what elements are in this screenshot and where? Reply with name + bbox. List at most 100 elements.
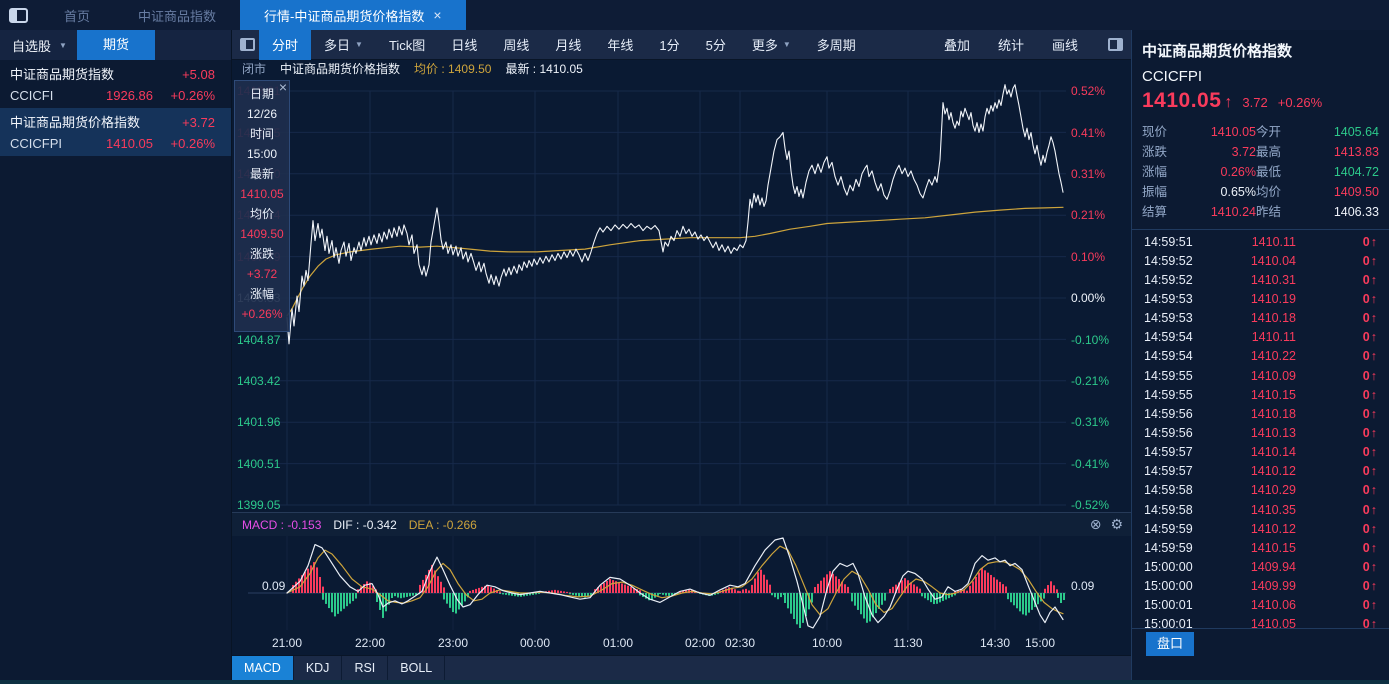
overlay-button[interactable]: 叠加 xyxy=(943,38,970,53)
close-icon[interactable]: × xyxy=(433,7,442,23)
tick-price: 1410.15 xyxy=(1250,387,1296,402)
arrow-up-icon: ↑ xyxy=(1370,617,1377,632)
stat-label: 涨幅 xyxy=(1142,165,1168,179)
arrow-up-icon: ↑ xyxy=(1370,291,1377,306)
category-futures-button[interactable]: 期货 xyxy=(77,30,155,60)
tick-volume: 0 xyxy=(1362,425,1370,440)
indicator-tab[interactable]: MACD xyxy=(232,656,294,681)
tick-time: 14:59:55 xyxy=(1144,387,1193,402)
top-tab[interactable]: 中证商品指数 xyxy=(114,0,240,30)
watchlist-group-dropdown[interactable]: 自选股 ▼ xyxy=(0,36,72,55)
time-axis-label: 00:00 xyxy=(519,636,551,650)
chart-status-line: 闭市 中证商品期货价格指数 均价 : 1409.50 最新 : 1410.05 xyxy=(232,62,583,76)
quote-panel: 中证商品期货价格指数 CCICFPI 1410.05 ↑ 3.72 +0.26%… xyxy=(1131,30,1389,680)
sidebar-toggle-icon[interactable] xyxy=(9,7,28,23)
arrow-up-icon: ↑ xyxy=(1370,349,1377,364)
tick-row: 14:59:51 1410.11 0 ↑ xyxy=(1132,232,1389,251)
tick-time: 15:00:00 xyxy=(1144,579,1193,594)
tick-time: 14:59:55 xyxy=(1144,368,1193,383)
period-tab[interactable]: 日线 xyxy=(438,30,490,60)
arrow-up-icon: ↑ xyxy=(1370,483,1377,498)
stat-label: 结算 xyxy=(1142,205,1168,219)
instrument-pct: +0.26% xyxy=(170,88,215,103)
macd-readout: DIF : -0.342 xyxy=(333,517,397,532)
arrow-up-icon: ↑ xyxy=(1370,406,1377,421)
tick-volume: 0 xyxy=(1362,368,1370,383)
last-price-readout: 最新 : 1410.05 xyxy=(505,62,583,76)
top-tab[interactable]: 首页 xyxy=(40,0,114,30)
macd-header: MACD : -0.153 DIF : -0.342 DEA : -0.266 … xyxy=(232,512,1131,536)
top-tab-label: 中证商品指数 xyxy=(138,8,217,24)
quote-title: 中证商品期货价格指数 xyxy=(1142,43,1293,60)
tooltip-label: 最新 xyxy=(249,167,274,181)
stat-label: 最高 xyxy=(1256,145,1282,159)
tick-volume: 0 xyxy=(1362,253,1370,268)
collapse-left-panel-icon[interactable] xyxy=(240,38,255,51)
tick-time: 14:59:54 xyxy=(1144,330,1193,345)
period-tab[interactable]: 多日 ▼ xyxy=(311,30,376,60)
period-tab[interactable]: 月线 xyxy=(542,30,594,60)
indicator-tab[interactable]: BOLL xyxy=(388,656,446,681)
tick-volume: 0 xyxy=(1362,617,1370,632)
tick-row: 15:00:00 1409.94 0 ↑ xyxy=(1132,557,1389,576)
tick-price: 1410.04 xyxy=(1250,253,1296,268)
percent-axis-label: 0.10% xyxy=(1071,250,1106,264)
instrument-code: CCICFI xyxy=(10,88,54,103)
period-tab[interactable]: 多周期 xyxy=(804,30,869,60)
period-tab[interactable]: 5分 xyxy=(693,30,739,60)
tick-time: 14:59:52 xyxy=(1144,272,1193,287)
top-tab-label: 首页 xyxy=(64,8,91,24)
period-tab[interactable]: 年线 xyxy=(594,30,646,60)
stat-value: 1413.83 xyxy=(1333,145,1379,159)
top-tab[interactable]: 行情-中证商品期货价格指数 × xyxy=(240,0,466,30)
tick-row: 15:00:00 1409.99 0 ↑ xyxy=(1132,577,1389,596)
tick-volume: 0 xyxy=(1362,349,1370,364)
arrow-up-icon: ↑ xyxy=(1370,502,1377,517)
period-tab[interactable]: Tick图 xyxy=(376,30,438,60)
watchlist-item[interactable]: 中证商品期货指数 +5.08 CCICFI 1926.86 +0.26% xyxy=(0,60,231,108)
tick-row: 14:59:53 1410.18 0 ↑ xyxy=(1132,309,1389,328)
tooltip-pair: 均价 1409.50 xyxy=(235,204,289,244)
tick-time: 14:59:59 xyxy=(1144,540,1193,555)
watchlist-item[interactable]: 中证商品期货价格指数 +3.72 CCICFPI 1410.05 +0.26% xyxy=(0,108,231,156)
collapse-right-panel-icon[interactable] xyxy=(1108,38,1123,51)
tooltip-value: 1410.05 xyxy=(240,187,284,201)
watchlist: 中证商品期货指数 +5.08 CCICFI 1926.86 +0.26% 中证商… xyxy=(0,60,231,156)
tick-row: 14:59:56 1410.13 0 ↑ xyxy=(1132,423,1389,442)
tick-volume: 0 xyxy=(1362,464,1370,479)
tick-volume: 0 xyxy=(1362,445,1370,460)
intraday-chart[interactable] xyxy=(232,76,1131,512)
draw-line-button[interactable]: 画线 xyxy=(1051,38,1078,53)
period-tab[interactable]: 分时 xyxy=(259,29,312,60)
period-tab[interactable]: 1分 xyxy=(646,30,692,60)
order-book-button[interactable]: 盘口 xyxy=(1146,632,1194,656)
time-axis-label: 15:00 xyxy=(1024,636,1056,650)
period-tab-label: 5分 xyxy=(705,38,726,53)
period-tab-label: 分时 xyxy=(272,38,299,53)
remove-indicator-icon[interactable]: ⊗ xyxy=(1089,516,1102,532)
arrow-up-icon: ↑ xyxy=(1224,94,1233,111)
tick-price: 1410.11 xyxy=(1251,234,1296,249)
tooltip-close-icon[interactable]: × xyxy=(278,79,287,95)
tick-price: 1410.31 xyxy=(1250,272,1296,287)
tick-volume: 0 xyxy=(1362,540,1370,555)
macd-chart[interactable] xyxy=(232,536,1131,630)
tick-volume: 0 xyxy=(1362,483,1370,498)
tick-price: 1410.09 xyxy=(1250,368,1296,383)
market-status: 闭市 xyxy=(242,62,267,76)
indicator-tab[interactable]: RSI xyxy=(342,656,389,681)
quote-last-price: 1410.05 xyxy=(1142,89,1222,112)
indicator-tab[interactable]: KDJ xyxy=(294,656,343,681)
tick-list[interactable]: 14:59:51 1410.11 0 ↑ 14:59:52 1410.04 0 … xyxy=(1132,230,1389,634)
avg-price-readout: 均价 : 1409.50 xyxy=(414,62,492,76)
tick-price: 1410.15 xyxy=(1250,540,1296,555)
period-tab[interactable]: 周线 xyxy=(490,30,542,60)
gear-icon[interactable]: ⚙ xyxy=(1110,516,1123,532)
tooltip-label: 均价 xyxy=(249,207,274,221)
tick-row: 14:59:55 1410.15 0 ↑ xyxy=(1132,385,1389,404)
tick-row: 14:59:54 1410.11 0 ↑ xyxy=(1132,328,1389,347)
statistics-button[interactable]: 统计 xyxy=(997,38,1024,53)
tooltip-label: 涨跌 xyxy=(249,247,274,261)
period-tab[interactable]: 更多 ▼ xyxy=(739,30,804,60)
period-tab-label: 月线 xyxy=(555,38,582,53)
